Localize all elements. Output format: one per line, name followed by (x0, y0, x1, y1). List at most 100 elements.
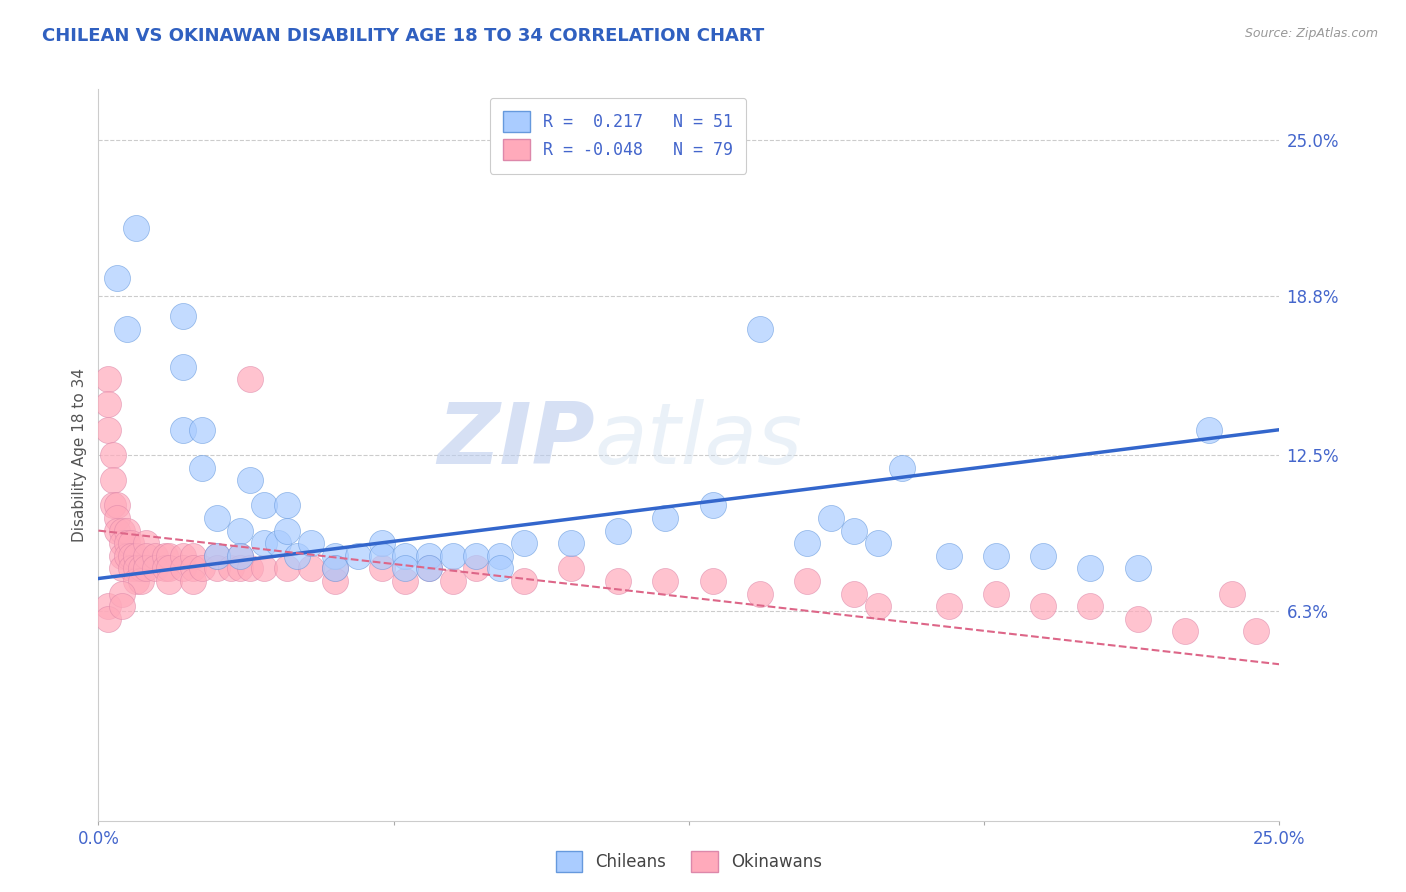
Point (938, 549, 960, 563)
Point (560, 561, 582, 575)
Point (1244, 624, 1267, 639)
Point (153, 561, 176, 575)
Point (702, 499, 724, 513)
Point (111, 561, 134, 575)
Point (135, 561, 157, 575)
Point (323, 574, 346, 588)
Point (890, 460, 912, 475)
Point (938, 599, 960, 614)
Point (121, 536, 143, 550)
Point (172, 549, 194, 563)
Point (115, 524, 138, 538)
Point (125, 549, 148, 563)
Point (796, 536, 818, 550)
Point (844, 587, 866, 601)
Legend: Chileans, Okinawans: Chileans, Okinawans (543, 838, 835, 886)
Point (371, 549, 394, 563)
Point (172, 561, 194, 575)
Point (191, 561, 214, 575)
Point (111, 599, 134, 614)
Point (607, 574, 630, 588)
Point (111, 524, 134, 538)
Point (172, 423, 194, 437)
Point (229, 549, 252, 563)
Point (97, 397, 120, 411)
Point (489, 561, 512, 575)
Text: Source: ZipAtlas.com: Source: ZipAtlas.com (1244, 27, 1378, 40)
Point (97, 372, 120, 386)
Point (748, 587, 770, 601)
Point (135, 549, 157, 563)
Point (125, 221, 148, 235)
Point (276, 524, 298, 538)
Point (121, 561, 143, 575)
Point (1174, 624, 1197, 639)
Point (299, 536, 322, 550)
Point (1080, 599, 1102, 614)
Point (748, 322, 770, 336)
Point (285, 549, 308, 563)
Point (105, 511, 128, 525)
Point (276, 561, 298, 575)
Point (181, 561, 204, 575)
Point (172, 359, 194, 374)
Point (205, 549, 228, 563)
Point (1198, 423, 1220, 437)
Point (441, 549, 464, 563)
Point (394, 574, 416, 588)
Point (323, 561, 346, 575)
Point (1032, 549, 1054, 563)
Point (205, 561, 228, 575)
Point (125, 574, 148, 588)
Point (465, 549, 488, 563)
Point (181, 549, 204, 563)
Point (172, 309, 194, 323)
Point (239, 561, 262, 575)
Point (101, 448, 124, 462)
Point (157, 574, 180, 588)
Point (489, 549, 512, 563)
Point (1126, 612, 1149, 626)
Point (153, 549, 176, 563)
Point (239, 473, 262, 487)
Point (418, 561, 440, 575)
Point (115, 536, 138, 550)
Point (323, 549, 346, 563)
Point (101, 499, 124, 513)
Point (115, 549, 138, 563)
Point (129, 574, 152, 588)
Point (394, 561, 416, 575)
Point (181, 574, 204, 588)
Point (1220, 587, 1243, 601)
Point (125, 561, 148, 575)
Point (239, 372, 262, 386)
Point (371, 536, 394, 550)
Point (157, 561, 180, 575)
Point (371, 561, 394, 575)
Point (191, 460, 214, 475)
Point (512, 536, 534, 550)
Point (323, 561, 346, 575)
Point (984, 549, 1007, 563)
Point (441, 574, 464, 588)
Point (844, 524, 866, 538)
Text: atlas: atlas (595, 399, 803, 482)
Point (129, 561, 152, 575)
Point (276, 499, 298, 513)
Point (560, 536, 582, 550)
Point (418, 561, 440, 575)
Text: ZIP: ZIP (437, 399, 595, 482)
Point (101, 473, 124, 487)
Point (253, 561, 276, 575)
Point (866, 599, 889, 614)
Point (820, 511, 842, 525)
Point (253, 536, 276, 550)
Point (219, 561, 242, 575)
Point (111, 587, 134, 601)
Point (111, 549, 134, 563)
Point (465, 561, 488, 575)
Point (1080, 561, 1102, 575)
Y-axis label: Disability Age 18 to 34: Disability Age 18 to 34 (72, 368, 87, 542)
Point (654, 511, 676, 525)
Point (97, 612, 120, 626)
